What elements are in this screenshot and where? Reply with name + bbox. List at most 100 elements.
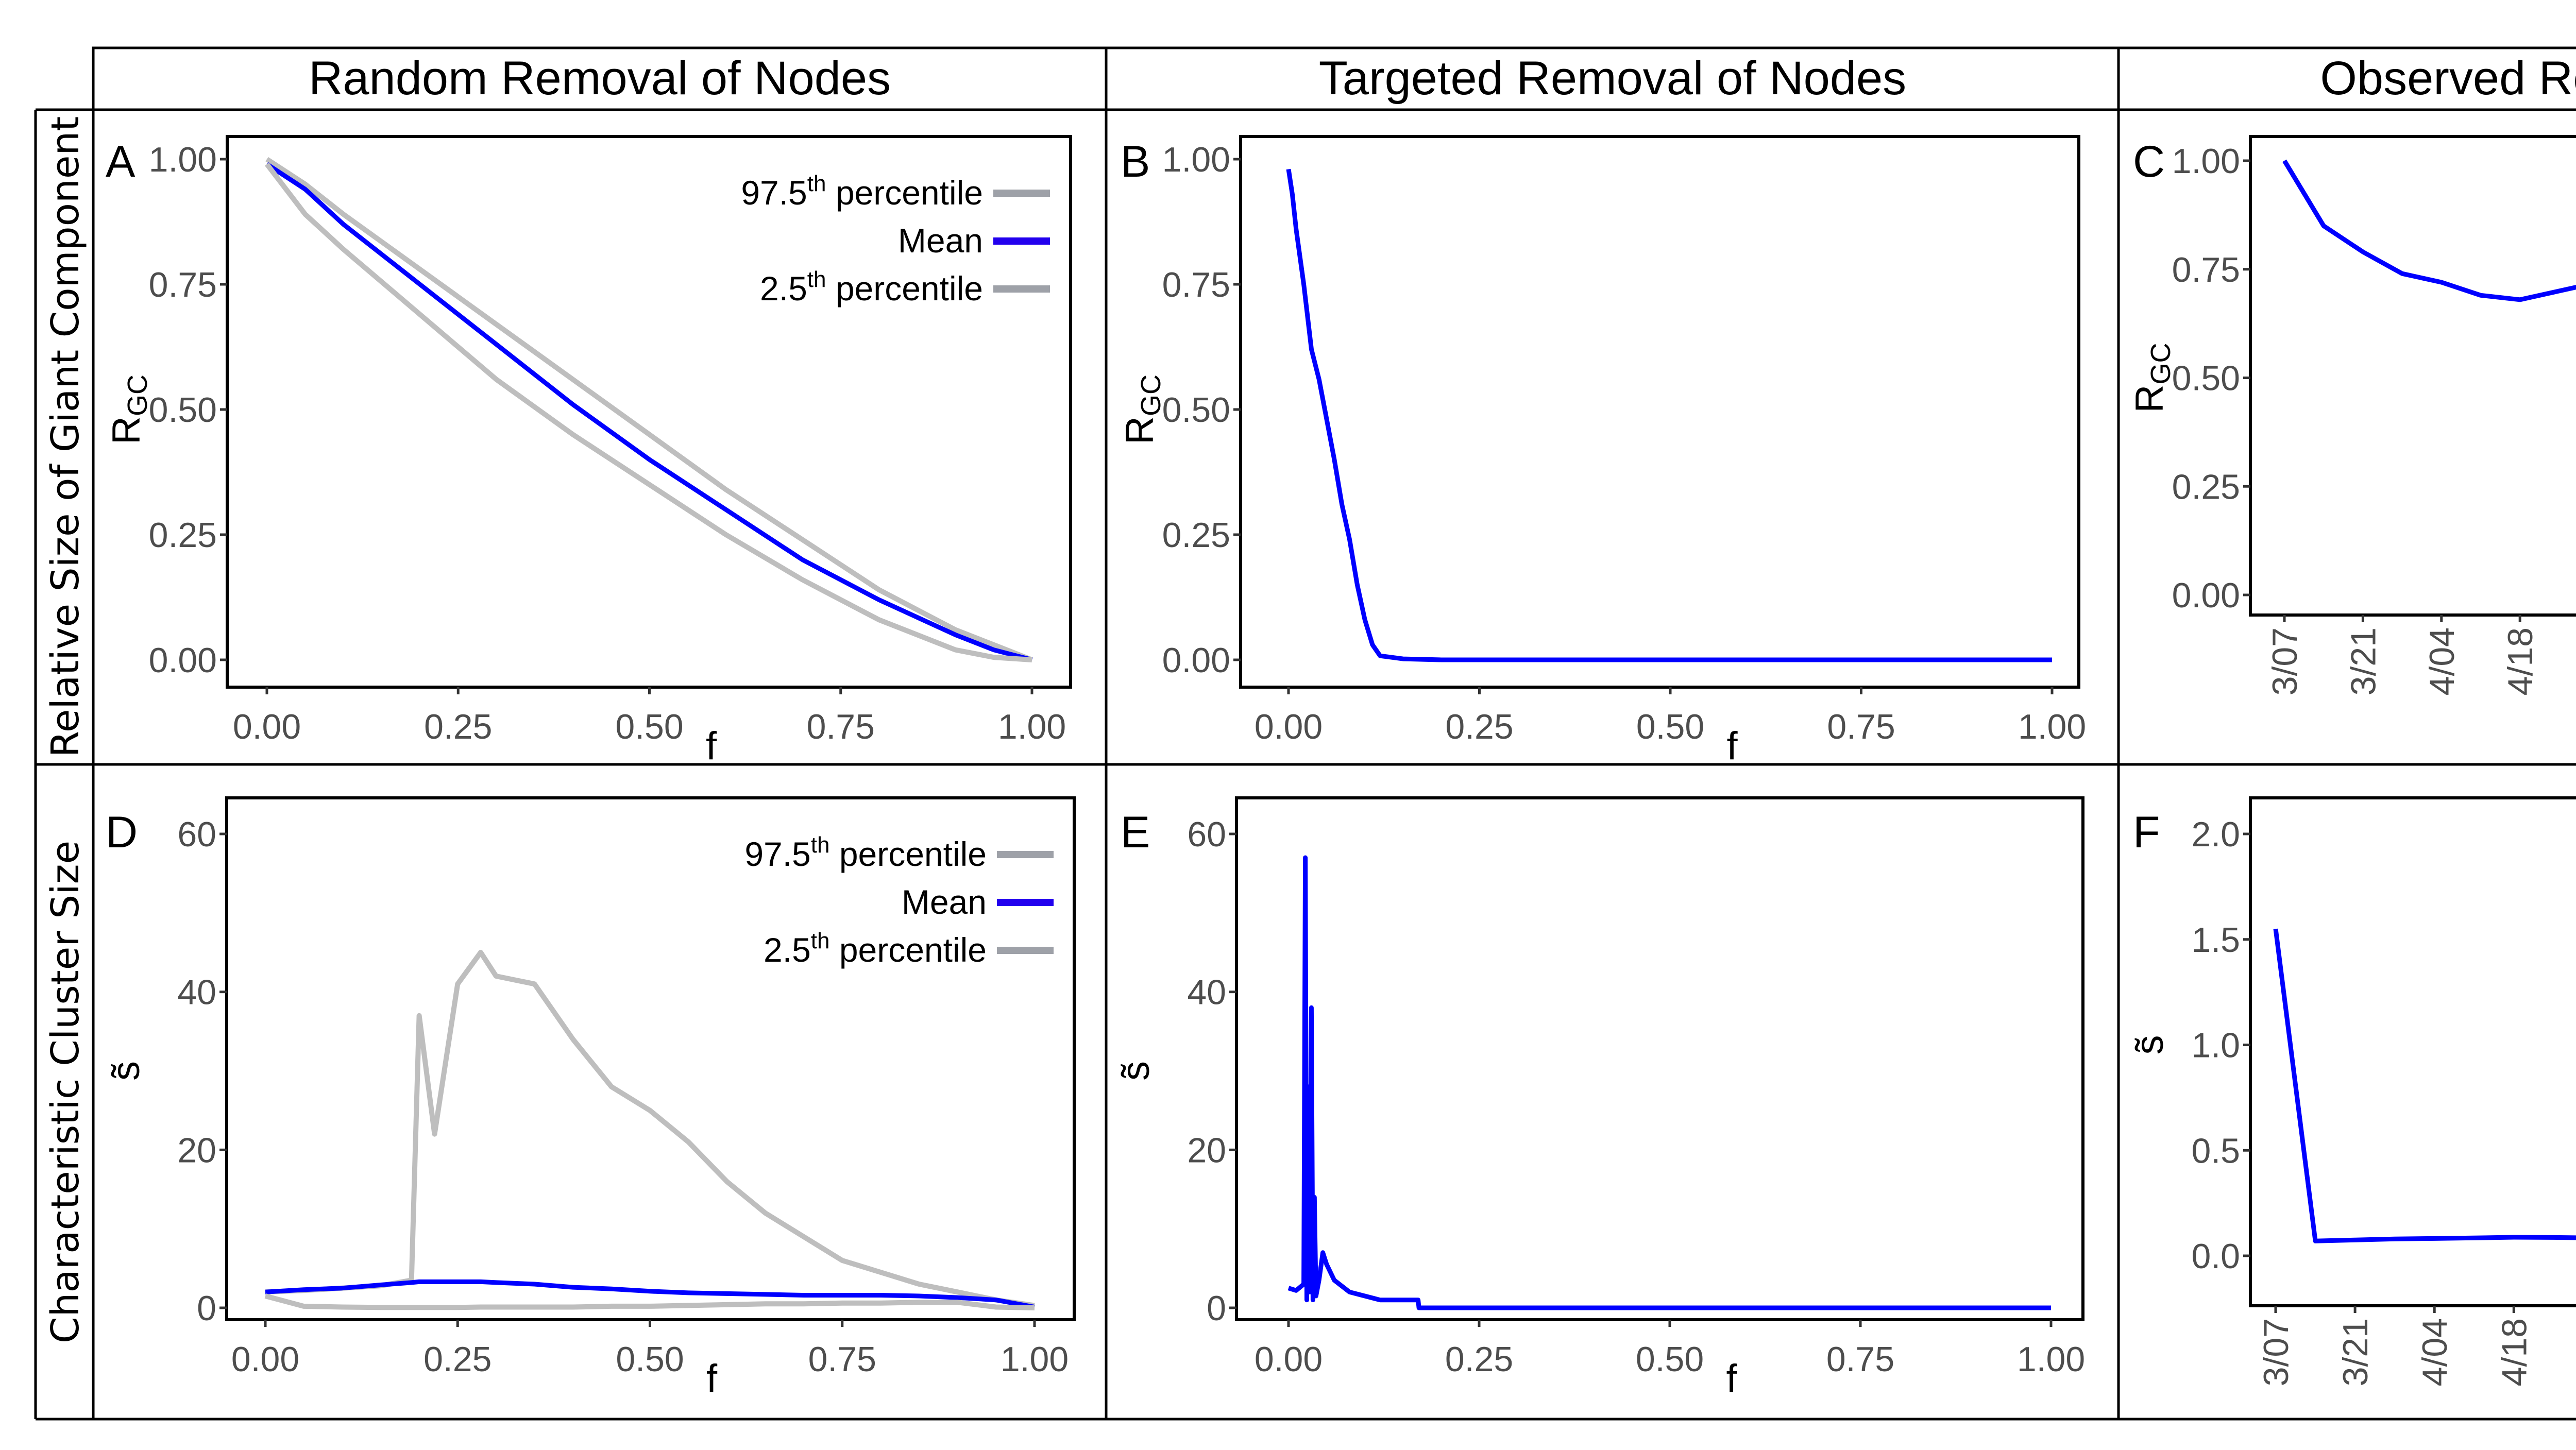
x-tick-label: 4/18 [2501,627,2540,695]
panel-e: E 0 20 40 60 0.00 0.25 0.50 0.75 1.00 f s̃ [1114,796,2085,1401]
plot-frame [225,796,1076,1321]
x-tick-label: 0.25 [423,1340,492,1379]
y-tick-label: 0.75 [149,265,217,304]
series-line [2273,928,2576,1243]
x-tick-label: 0.00 [1255,1340,1323,1379]
plot-frame [1235,796,2084,1321]
x-tick-label: 3/07 [2257,1318,2296,1386]
x-tick-label: 4/04 [2422,627,2462,695]
x-tick-label: 0.25 [1445,1340,1513,1379]
x-tick-label: 0.75 [808,1340,876,1379]
y-tick-label: 40 [1187,973,1226,1012]
series-line [265,1279,1035,1309]
x-tick-label: 5/02 [2574,1318,2576,1386]
y-tick-label: 20 [177,1131,216,1170]
y-tick-label: 0.75 [1162,265,1230,304]
y-axis-label: RGC [105,374,153,445]
panel-f: F0.00.51.01.52.03/073/214/044/185/025/16… [2128,796,2576,1386]
y-tick-label: 0.50 [149,390,217,430]
y-tick-label: 40 [177,973,216,1012]
legend-label: 97.5th percentile [741,171,983,212]
series-line [265,162,1033,662]
series-line [1286,168,2052,662]
y-tick-label: 0.5 [2191,1131,2240,1170]
y-axis-label: s̃ [2128,1035,2172,1055]
x-axis-label: f [706,724,717,768]
x-tick-label: 1.00 [2017,1340,2085,1379]
column-header-observed: Observed Removal of Nodes [2320,52,2576,105]
y-tick-label: 0.00 [2172,576,2240,615]
panel-letter: D [106,808,138,857]
y-axis-label: s̃ [104,1061,148,1081]
y-tick-label: 0.25 [149,516,217,555]
legend-label: Mean [902,883,987,921]
x-tick-label: 1.00 [1001,1340,1069,1379]
x-tick-label: 0.50 [615,707,683,746]
y-tick-label: 1.00 [1162,140,1230,179]
legend-label: 2.5th percentile [764,928,987,969]
y-tick-label: 0.50 [2172,359,2240,398]
x-tick-label: 0.00 [233,707,301,746]
y-tick-label: 0.0 [2191,1237,2240,1276]
column-header-targeted: Targeted Removal of Nodes [1319,52,1906,105]
plot-frame [2249,796,2576,1307]
y-tick-label: 1.00 [2172,142,2240,181]
series-line [264,1293,1035,1310]
y-tick-label: 0.75 [2172,250,2240,289]
y-tick-label: 1.5 [2191,920,2240,960]
y-tick-label: 60 [177,815,216,854]
y-tick-label: 1.00 [149,140,217,179]
series-line [1287,855,2051,1310]
x-axis-label: f [1726,1357,1737,1401]
row-label-giant-component: Relative Size of Giant Component [43,116,88,758]
x-tick-label: 0.00 [231,1340,299,1379]
y-tick-label: 2.0 [2191,815,2240,854]
y-tick-label: 0 [197,1289,216,1328]
y-axis-label: RGC [1118,374,1166,445]
y-tick-label: 0 [1207,1289,1226,1328]
panel-letter: F [2133,808,2160,857]
x-tick-label: 3/21 [2336,1318,2375,1386]
series-line [265,162,1032,662]
panel-b: B 0.00 0.25 0.50 0.75 1.00 0.00 0.25 0.50 0.75 1.0… [1118,135,2086,768]
x-tick-label: 1.00 [998,707,1066,746]
panel-d: D 0 20 40 60 0.00 0.25 0.50 0.75 1.00 f s̃ 97.5th pe… [104,796,1076,1401]
y-tick-label: 0.50 [1162,390,1230,430]
y-tick-label: 20 [1187,1131,1226,1170]
y-tick-label: 0.00 [1162,641,1230,680]
x-tick-label: 4/18 [2495,1318,2534,1386]
y-tick-label: 1.0 [2191,1026,2240,1065]
legend-label: 97.5th percentile [744,832,987,873]
facet-grid [34,46,2576,1421]
x-tick-label: 0.25 [424,707,492,746]
y-tick-label: 0.25 [1162,516,1230,555]
panel-c: C0.000.250.500.751.003/073/214/044/185/0… [2128,135,2576,695]
y-tick-label: 0.00 [149,641,217,680]
x-tick-label: 0.50 [616,1340,684,1379]
panel-letter: C [2133,137,2165,186]
y-tick-label: 0.25 [2172,467,2240,506]
x-tick-label: 0.50 [1636,1340,1704,1379]
x-tick-label: 0.25 [1445,707,1513,746]
y-axis-label: RGC [2128,343,2176,413]
x-tick-label: 3/07 [2265,627,2304,695]
y-axis-label: s̃ [1114,1061,1158,1081]
panel-letter: B [1121,137,1150,186]
series-line [265,157,1033,662]
x-tick-label: 1.00 [2018,707,2086,746]
y-tick-label: 60 [1187,815,1226,854]
x-tick-label: 0.75 [1827,707,1895,746]
panel-a: A 0.00 0.25 0.50 0.75 1.00 0.00 0.25 0.50 0.75 1.0… [105,135,1072,768]
x-axis-label: f [706,1357,718,1401]
column-header-random: Random Removal of Nodes [309,52,891,105]
x-tick-label: 3/21 [2344,627,2383,695]
x-tick-label: 0.50 [1636,707,1704,746]
x-tick-label: 0.75 [1826,1340,1894,1379]
series-line [265,950,1035,1308]
x-tick-label: 0.00 [1255,707,1323,746]
panel-letter: E [1121,808,1150,857]
row-label-cluster-size: Characteristic Cluster Size [43,841,88,1343]
plot-frame [2249,135,2576,617]
series-line [2282,159,2576,302]
